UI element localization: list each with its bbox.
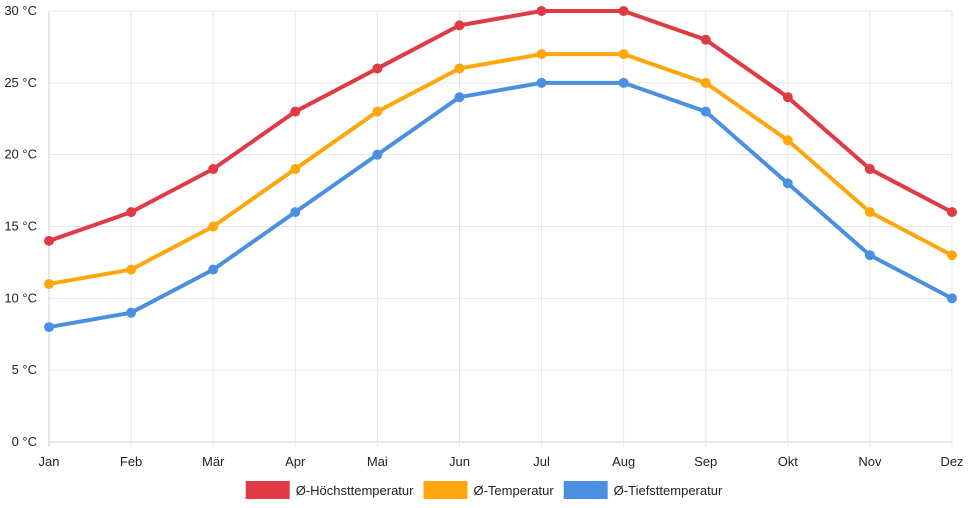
data-point[interactable] [126,207,137,218]
y-tick-label: 20 °C [4,147,37,162]
legend-label: Ø-Höchsttemperatur [296,483,414,498]
data-point[interactable] [536,6,547,16]
series-layer [44,6,957,333]
data-point[interactable] [372,106,383,117]
data-point[interactable] [44,278,54,289]
y-tick-label: 5 °C [12,362,37,377]
data-point[interactable] [618,49,629,60]
x-tick-label: Aug [612,454,635,469]
legend-item-3[interactable]: Ø-Tiefsttemperatur [563,481,723,499]
data-point[interactable] [44,322,54,333]
data-point[interactable] [947,293,957,304]
chart-legend: Ø-Höchsttemperatur Ø-Temperatur Ø-Tiefstte… [245,481,723,499]
data-point[interactable] [700,106,711,117]
data-point[interactable] [290,164,301,175]
data-point[interactable] [782,135,793,146]
legend-item-1[interactable]: Ø-Höchsttemperatur [245,481,414,499]
series-2 [44,49,957,289]
x-tick-label: Feb [120,454,142,469]
data-point[interactable] [536,77,547,88]
y-tick-label: 10 °C [4,290,37,305]
data-point[interactable] [618,6,629,16]
series-3 [44,77,957,333]
series-1 [44,6,957,246]
legend-label: Ø-Tiefsttemperatur [614,483,723,498]
axis-layer: 0 °C 5 °C 10 °C 15 °C 20 °C 25 °C 30 °C Jan Feb M… [4,3,963,469]
data-point[interactable] [782,178,793,189]
data-point[interactable] [44,235,54,246]
data-point[interactable] [208,221,219,232]
y-tick-label: 30 °C [4,3,37,18]
data-point[interactable] [290,106,301,117]
data-point[interactable] [700,34,711,45]
data-point[interactable] [782,92,793,103]
legend-swatch [563,481,608,499]
x-tick-label: Dez [940,454,963,469]
data-point[interactable] [618,77,629,88]
x-tick-label: Mai [367,454,388,469]
data-point[interactable] [372,63,383,74]
legend-item-2[interactable]: Ø-Temperatur [423,481,554,499]
x-tick-label: Mär [202,454,225,469]
data-point[interactable] [208,264,219,275]
series-line [47,9,954,243]
y-tick-label: 15 °C [4,219,37,234]
data-point[interactable] [126,264,137,275]
x-tick-label: Jan [39,454,60,469]
data-point[interactable] [454,92,465,103]
series-line [47,80,954,330]
y-tick-label: 25 °C [4,75,37,90]
data-point[interactable] [864,164,875,175]
legend-label: Ø-Temperatur [473,483,554,498]
x-tick-label: Jul [533,454,550,469]
x-tick-label: Okt [778,454,799,469]
data-point[interactable] [290,207,301,218]
data-point[interactable] [372,149,383,160]
y-tick-label: 0 °C [12,434,37,449]
x-tick-label: Nov [858,454,882,469]
legend-swatch [423,481,468,499]
x-tick-label: Sep [694,454,717,469]
x-tick-label: Jun [449,454,470,469]
data-point[interactable] [864,207,875,218]
data-point[interactable] [947,207,957,218]
data-point[interactable] [700,77,711,88]
data-point[interactable] [208,164,219,175]
series-line [47,52,954,286]
data-point[interactable] [454,20,465,31]
grid-layer [48,10,953,447]
data-point[interactable] [864,250,875,261]
data-point[interactable] [454,63,465,74]
x-tick-label: Apr [285,454,306,469]
data-point[interactable] [536,49,547,60]
legend-swatch [245,481,290,499]
data-point[interactable] [947,250,957,261]
data-point[interactable] [126,307,137,318]
